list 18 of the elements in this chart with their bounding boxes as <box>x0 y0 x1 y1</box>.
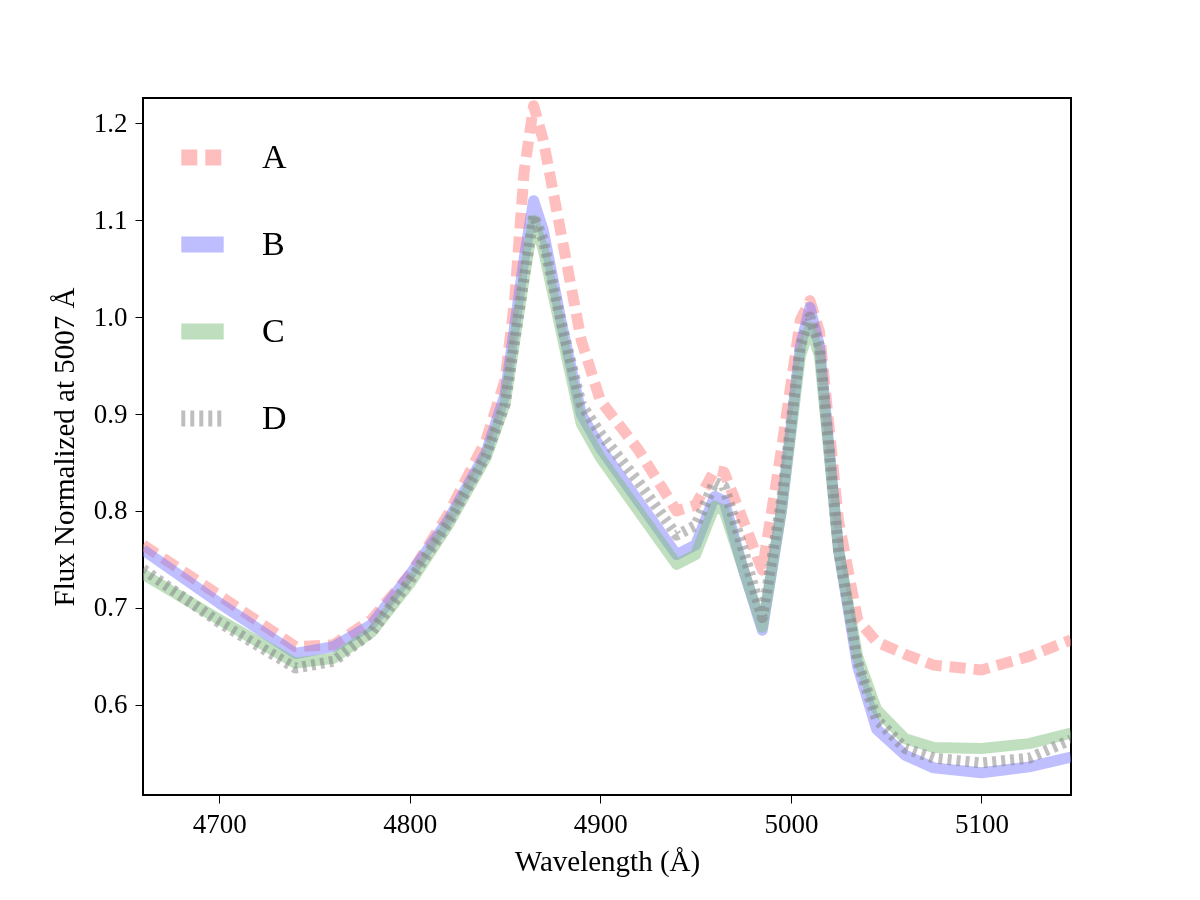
x-axis-title: Wavelength (Å) <box>514 844 701 878</box>
y-tick-label: 0.9 <box>93 398 128 429</box>
x-tick-label: 4900 <box>573 808 628 839</box>
x-tick-label: 4700 <box>192 808 247 839</box>
y-tick-label: 1.2 <box>93 107 128 138</box>
legend-label: A <box>262 137 287 175</box>
legend-label: B <box>262 224 285 262</box>
legend-label: C <box>262 311 285 349</box>
x-tick-label: 5000 <box>764 808 819 839</box>
x-tick-label: 5100 <box>954 808 1009 839</box>
legend-label: D <box>262 398 287 436</box>
y-tick-label: 1.1 <box>93 204 128 235</box>
y-axis-title: Flux Normalized at 5007 Å <box>47 287 80 607</box>
y-tick-label: 1.0 <box>93 301 128 332</box>
y-tick-label: 0.8 <box>93 495 128 526</box>
y-tick-label: 0.6 <box>93 689 128 720</box>
y-tick-label: 0.7 <box>93 592 128 623</box>
x-tick-label: 4800 <box>383 808 438 839</box>
